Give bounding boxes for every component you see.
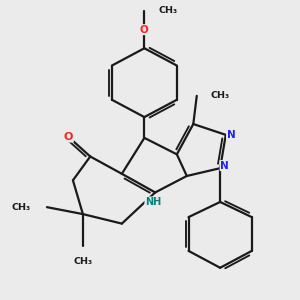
Text: CH₃: CH₃ [11,203,31,212]
Text: O: O [64,132,73,142]
Text: CH₃: CH₃ [211,92,230,100]
Text: O: O [140,25,149,34]
Text: NH: NH [145,197,161,207]
Text: N: N [220,160,229,171]
Text: CH₃: CH₃ [158,6,177,15]
Text: CH₃: CH₃ [73,257,92,266]
Text: N: N [226,130,235,140]
